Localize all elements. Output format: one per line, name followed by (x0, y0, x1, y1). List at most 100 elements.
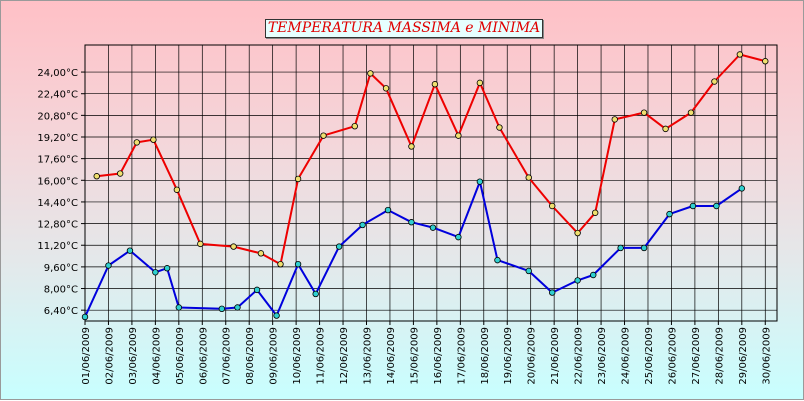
series-max-point (687, 109, 695, 116)
series-min-point (175, 304, 183, 311)
x-tick-label: 30/06/2009 (761, 327, 772, 385)
y-tick-label: 12,80°C (37, 220, 78, 231)
series-min-point (666, 210, 673, 218)
series-min-point (253, 286, 261, 294)
x-tick-label: 14/06/2009 (386, 327, 397, 385)
series-min-point (126, 247, 134, 254)
y-tick-label: 9,60°C (44, 263, 78, 274)
series-min-line (84, 180, 743, 318)
series-min-point (455, 233, 462, 241)
x-tick-label: 02/06/2009 (104, 327, 115, 385)
x-tick-label: 27/06/2009 (691, 327, 702, 385)
y-tick-label: 11,20°C (37, 241, 78, 252)
x-tick-label: 20/06/2009 (527, 327, 538, 385)
series-min-point (384, 206, 392, 214)
series-max-point (294, 175, 302, 183)
series-min-point (273, 312, 280, 319)
x-tick-label: 12/06/2009 (339, 327, 350, 385)
series-min-point (738, 185, 746, 192)
series-min-point (408, 219, 415, 226)
x-tick-label: 21/06/2009 (550, 327, 561, 385)
series-max-point (277, 260, 284, 268)
x-tick-label: 01/06/2009 (81, 327, 92, 385)
series-max-point (736, 51, 744, 58)
series-min-point (713, 202, 720, 210)
x-tick-label: 06/06/2009 (198, 327, 209, 385)
x-tick-label: 24/06/2009 (621, 327, 632, 385)
series-min-point (359, 221, 366, 229)
series-max-point (408, 143, 415, 150)
x-tick-label: 17/06/2009 (456, 327, 467, 385)
series-max-point (762, 58, 769, 65)
series-max-point (367, 70, 374, 77)
y-tick-label: 19,20°C (37, 133, 78, 144)
series-min-point (574, 277, 581, 284)
series-max-point (351, 122, 358, 130)
series-max-point (116, 170, 124, 177)
series-min-point (689, 202, 697, 210)
series-max-point (382, 85, 390, 92)
series-max-point (662, 125, 669, 133)
series-max-point (197, 240, 204, 248)
series-max-point (574, 229, 581, 237)
series-min-point (218, 305, 226, 313)
x-tick-label: 23/06/2009 (597, 327, 608, 385)
series-max-point (320, 132, 327, 139)
series-min-point (548, 289, 556, 296)
series-min-point (429, 224, 437, 231)
x-tick-label: 15/06/2009 (409, 327, 420, 385)
x-tick-label: 11/06/2009 (316, 327, 327, 385)
y-tick-label: 17,60°C (37, 155, 78, 166)
series-max-point (548, 202, 556, 210)
y-tick-label: 8,00°C (44, 285, 78, 296)
series-max-point (257, 250, 265, 257)
series-min-point (294, 260, 302, 268)
series-min-point (590, 271, 597, 279)
x-tick-label: 07/06/2009 (222, 327, 233, 385)
series-max-point (150, 136, 157, 143)
x-tick-label: 25/06/2009 (644, 327, 655, 385)
series-min-point (312, 290, 319, 298)
x-tick-label: 22/06/2009 (574, 327, 585, 385)
series-min-point (617, 244, 624, 252)
series-max-point (592, 209, 599, 216)
plot-area (84, 44, 778, 322)
series-min-point (494, 256, 501, 264)
x-tick-label: 09/06/2009 (269, 327, 280, 385)
y-tick-label: 24,00°C (37, 68, 78, 79)
series-min-point (152, 269, 159, 276)
series-max-point (711, 78, 718, 85)
x-tick-label: 03/06/2009 (128, 327, 139, 385)
x-tick-label: 05/06/2009 (175, 327, 186, 385)
series-max-point (525, 174, 532, 181)
x-tick-label: 10/06/2009 (292, 327, 303, 385)
series-max-point (611, 116, 618, 123)
series-max-point (230, 243, 237, 250)
x-tick-label: 13/06/2009 (362, 327, 373, 385)
series-max-point (496, 124, 503, 131)
y-tick-label: 14,40°C (37, 198, 78, 209)
series-min-point (234, 304, 241, 311)
x-tick-label: 26/06/2009 (667, 327, 678, 385)
series-max-point (476, 79, 484, 87)
x-tick-label: 19/06/2009 (503, 327, 514, 385)
series-min-point (105, 262, 112, 269)
x-tick-label: 18/06/2009 (480, 327, 491, 385)
series-min-point (81, 313, 89, 321)
series-min-point (476, 178, 484, 185)
y-tick-label: 20,80°C (37, 111, 78, 122)
x-tick-label: 08/06/2009 (245, 327, 256, 385)
x-tick-label: 04/06/2009 (151, 327, 162, 385)
series-max-point (173, 186, 181, 193)
series-min-point (640, 244, 648, 252)
series-max-point (455, 132, 462, 139)
series-max-point (133, 139, 141, 146)
x-tick-label: 16/06/2009 (433, 327, 444, 385)
x-tick-label: 28/06/2009 (714, 327, 725, 385)
chart-title: TEMPERATURA MASSIMA e MINIMA (265, 19, 543, 38)
y-tick-label: 16,00°C (37, 176, 78, 187)
series-max-point (431, 81, 439, 88)
y-tick-label: 22,40°C (37, 90, 78, 101)
